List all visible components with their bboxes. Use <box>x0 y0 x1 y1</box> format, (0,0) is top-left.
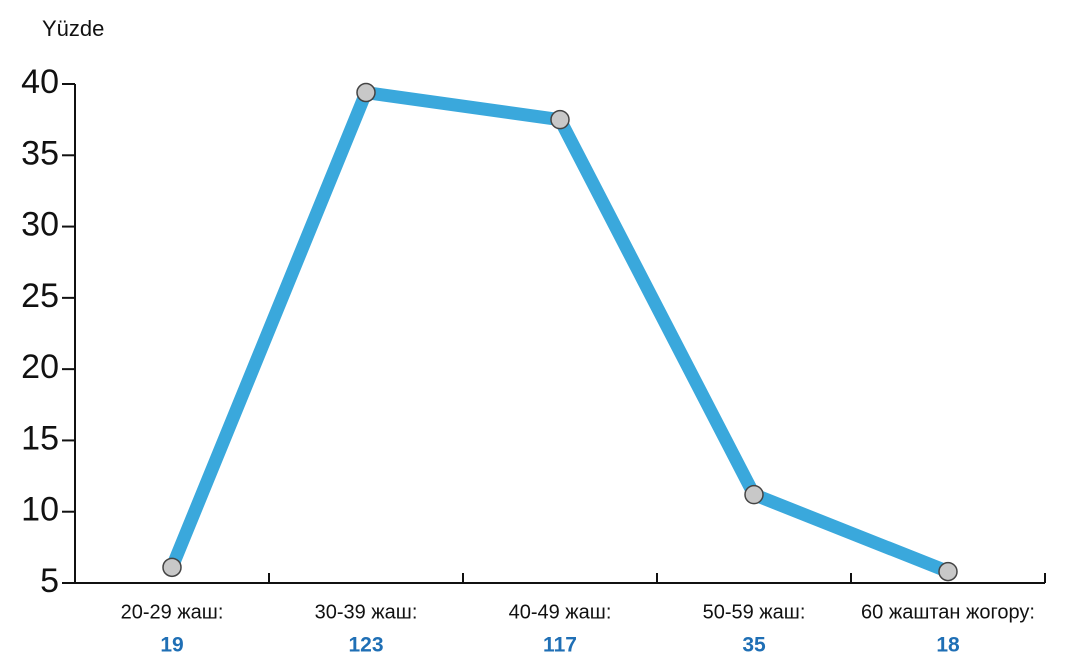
marker <box>162 557 182 578</box>
x-tick-label: 60 жаштан жогору: <box>861 601 1035 623</box>
x-tick-label: 50-59 жаш: <box>703 601 806 623</box>
count-label: 19 <box>160 634 183 657</box>
marker <box>356 82 376 103</box>
y-tick-label: 35 <box>21 134 59 172</box>
count-label: 18 <box>936 634 960 657</box>
y-axis-label: Yüzde <box>42 16 104 41</box>
x-tick-label: 30-39 жаш: <box>315 601 418 623</box>
y-tick-label: 15 <box>21 419 59 457</box>
count-label: 35 <box>742 634 766 657</box>
y-tick-label: 40 <box>21 63 59 101</box>
marker <box>744 484 764 505</box>
count-label: 117 <box>543 634 577 657</box>
line <box>165 86 951 578</box>
y-tick-label: 10 <box>21 491 59 529</box>
y-tick-label: 5 <box>40 562 59 600</box>
x-tick-label: 40-49 жаш: <box>509 601 612 623</box>
y-tick-label: 25 <box>21 277 59 315</box>
marker <box>938 561 958 582</box>
marker <box>550 109 570 130</box>
y-tick-label: 20 <box>21 348 59 386</box>
y-tick-label: 30 <box>21 206 59 244</box>
count-label: 123 <box>348 634 383 657</box>
x-tick-label: 20-29 жаш: <box>121 601 224 623</box>
